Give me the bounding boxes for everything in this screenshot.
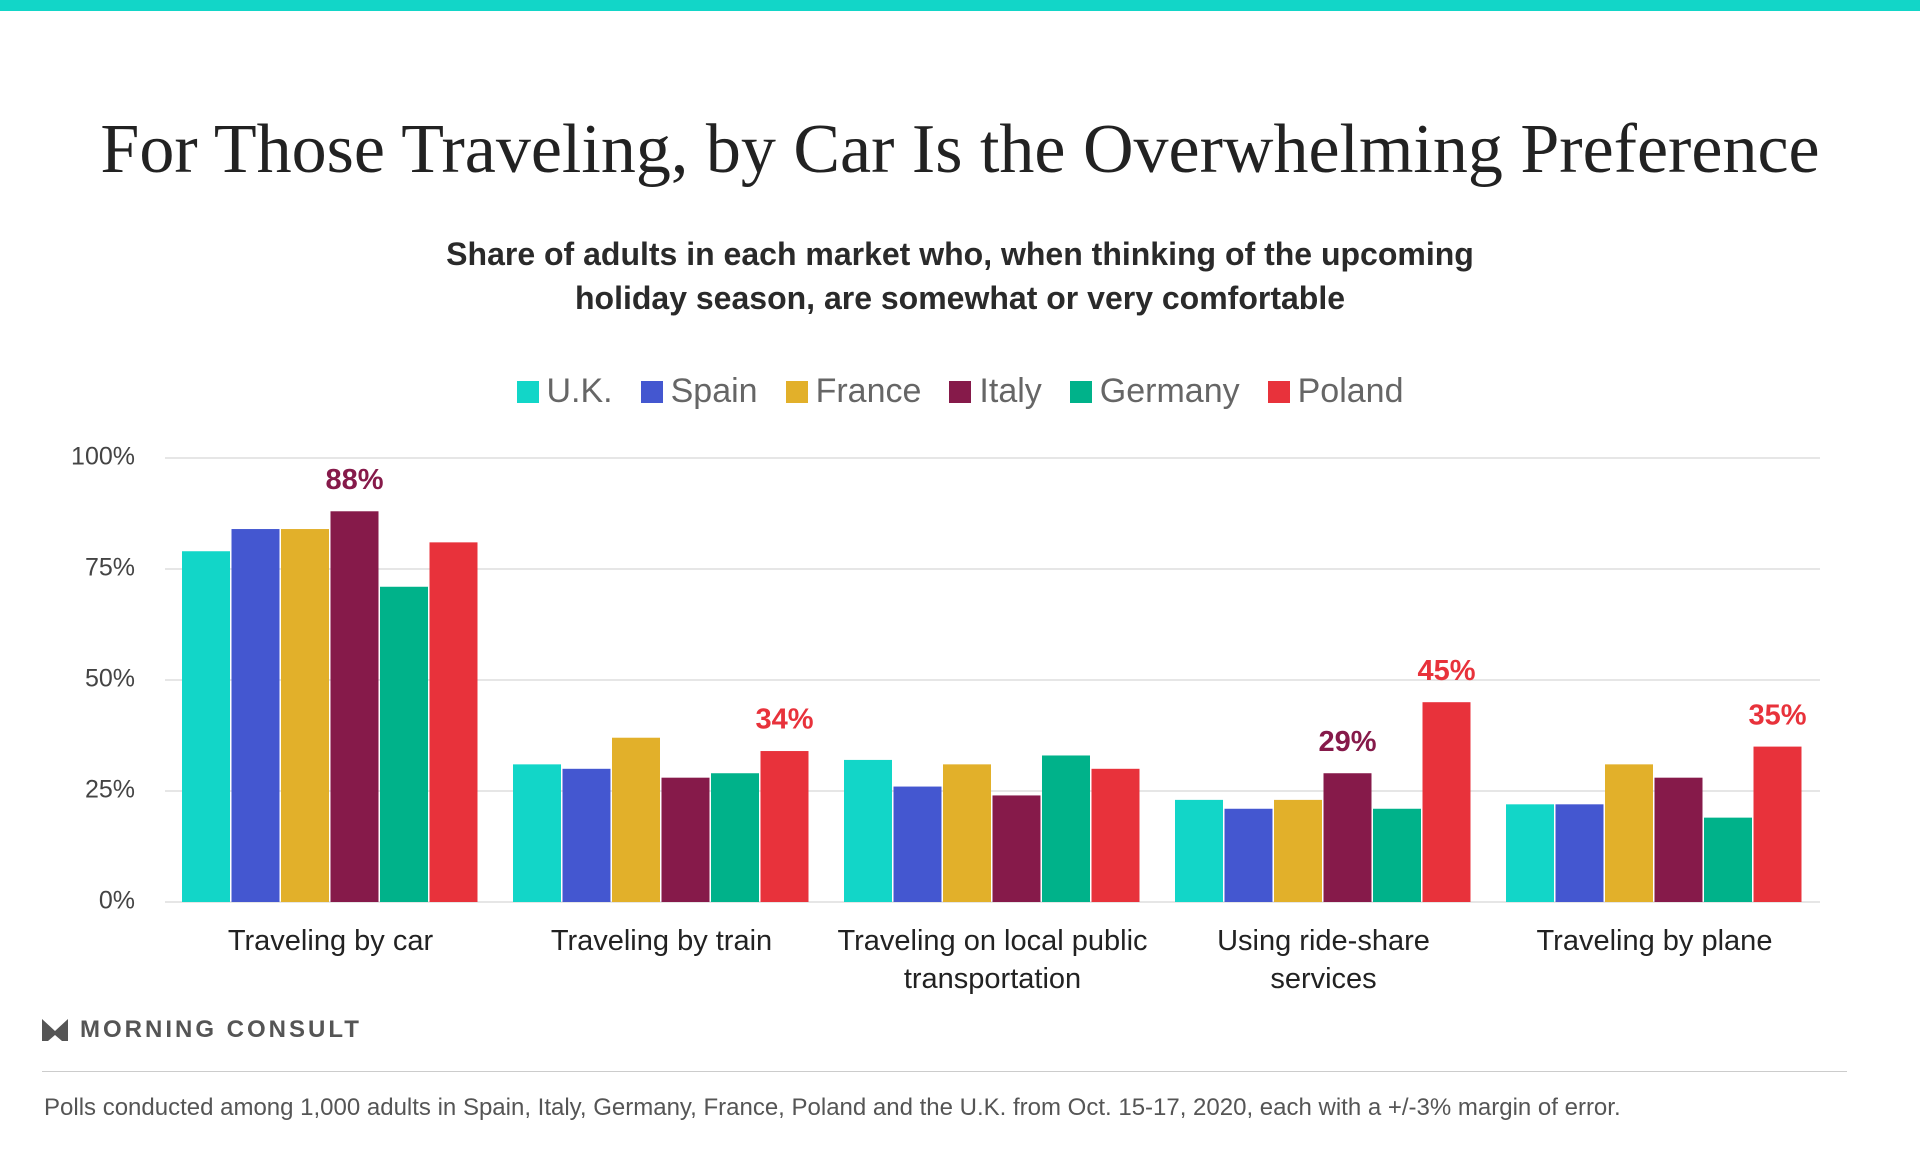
legend-label: Germany [1099,372,1240,410]
bar [844,759,892,902]
y-tick-label: 0% [99,887,135,915]
bar [1506,804,1554,902]
legend-swatch [516,380,539,403]
bar [1555,804,1604,902]
x-tick-label: Traveling by plane [1536,925,1773,957]
x-tick-label: Traveling by car [227,925,434,957]
legend-swatch [1267,380,1290,403]
legend-item: France [785,372,922,411]
brand-logo: MORNING CONSULT [42,1016,362,1044]
bar [1422,702,1471,902]
top-bar [0,0,1920,11]
data-label: 29% [1318,726,1376,758]
data-label: 88% [325,464,383,496]
bar [380,586,428,902]
x-tick-label: Traveling by train [550,925,773,957]
bar [1274,799,1322,902]
bar [562,768,611,902]
bar [943,764,991,902]
bar [429,542,478,902]
legend-swatch [1069,380,1092,403]
y-tick-label: 100% [71,443,135,471]
y-tick-label: 25% [85,776,135,804]
bar [182,551,230,902]
data-label: 34% [755,704,813,736]
x-tick-label: Traveling on local public transportation [837,925,1148,995]
bar [1224,808,1273,902]
legend: U.K. Spain France Italy Germany Poland [0,372,1920,411]
bar [711,773,759,902]
legend-item: Italy [949,372,1042,411]
bar [1091,768,1140,902]
bar [1373,808,1421,902]
legend-item: Spain [640,372,758,411]
data-label: 45% [1417,655,1475,687]
footnote: Polls conducted among 1,000 adults in Sp… [44,1094,1621,1121]
bar [1323,773,1372,902]
legend-label: Spain [670,372,758,410]
legend-swatch [785,380,808,403]
chart-subtitle: Share of adults in each market who, when… [446,236,1474,316]
legend-item: Poland [1267,372,1404,411]
legend-swatch [949,380,972,403]
data-label: 35% [1748,699,1806,731]
bar [281,529,329,902]
legend-swatch [640,380,663,403]
chart-title: For Those Traveling, by Car Is the Overw… [100,111,1820,188]
bar [992,795,1041,902]
bar [1753,746,1802,902]
bar [231,529,280,902]
bar [1654,777,1703,902]
bar [760,751,809,902]
legend-label: France [815,372,922,410]
bar [1704,817,1752,902]
bar [893,786,942,902]
y-tick-label: 50% [85,665,135,693]
legend-label: Poland [1297,372,1404,410]
bar [1042,755,1090,902]
legend-item: Germany [1069,372,1240,411]
y-tick-label: 75% [85,554,135,582]
bar [1605,764,1653,902]
logo-icon [42,1019,68,1041]
legend-label: Italy [979,372,1042,410]
x-tick-label: Using ride-share services [1217,925,1430,995]
legend-item: U.K. [516,372,613,411]
bar [1175,799,1223,902]
bar [513,764,561,902]
legend-label: U.K. [546,372,613,410]
bar [330,511,379,902]
bar [612,737,660,902]
separator [42,1071,1847,1072]
bar [661,777,710,902]
brand-name: MORNING CONSULT [80,1016,362,1043]
